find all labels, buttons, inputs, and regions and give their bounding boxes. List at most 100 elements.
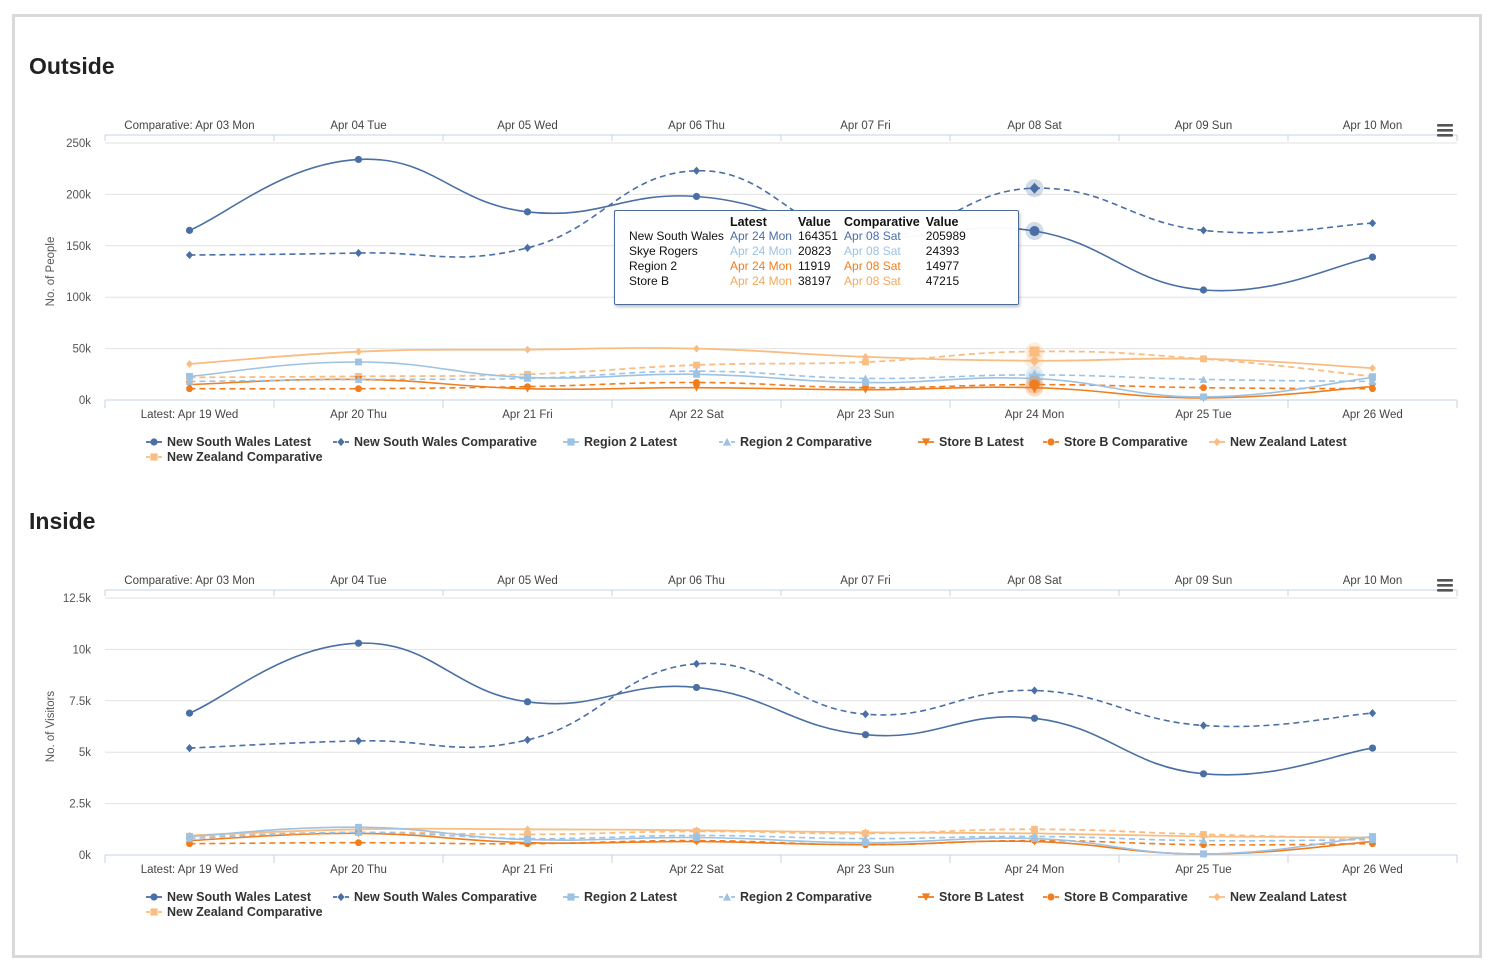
legend-marker (150, 908, 158, 916)
report-frame (12, 14, 1482, 958)
data-point (692, 683, 701, 692)
tooltip-latest-date: Apr 24 Mon (729, 244, 792, 258)
series-line (189, 347, 1373, 369)
data-point (1200, 384, 1207, 392)
legend-label: Region 2 Latest (584, 435, 678, 449)
legend-item[interactable]: Store B Latest (918, 890, 1025, 904)
tooltip-latest-value: 11919 (797, 259, 831, 273)
menu-bar (1437, 589, 1453, 592)
series-line (189, 381, 1373, 390)
inside-chart[interactable]: 0k 2.5k 5k 7.5k 10k 12.5k No. of Visitors Compa… (0, 455, 1495, 935)
y-tick-label: 12.5k (63, 593, 91, 605)
tooltip-series-name: Store B (629, 274, 670, 288)
series-line (189, 827, 1373, 839)
data-point (1200, 354, 1207, 363)
data-point (185, 226, 194, 234)
menu-bar (1437, 124, 1453, 127)
series-line (189, 361, 1373, 398)
menu-bar (1437, 129, 1453, 132)
data-point (693, 370, 700, 378)
legend-item[interactable]: Region 2 Comparative (719, 890, 872, 904)
legend-item[interactable]: New Zealand Latest (1209, 435, 1348, 449)
data-point (524, 345, 531, 354)
legend-item[interactable]: Region 2 Latest (563, 890, 678, 904)
data-point (692, 166, 701, 175)
legend-item[interactable]: New Zealand Comparative (146, 905, 323, 919)
series-line (189, 662, 1373, 749)
legend-marker (1213, 892, 1221, 902)
chart-menu-icon[interactable] (1437, 124, 1453, 137)
x-top-tick-label: Apr 08 Sat (1007, 575, 1062, 587)
legend-marker (150, 453, 158, 461)
menu-bar (1437, 579, 1453, 582)
series-region-2-latest (186, 358, 1376, 401)
legend-item[interactable]: Store B Comparative (1043, 890, 1188, 904)
data-point (1199, 226, 1208, 235)
data-point (355, 358, 362, 366)
data-point (693, 361, 700, 369)
x-bottom-tick-label: Apr 26 Wed (1342, 409, 1403, 421)
x-top-tick-label: Comparative: Apr 03 Mon (124, 575, 254, 587)
legend-marker (150, 893, 158, 901)
data-point (523, 735, 532, 744)
x-top-tick-label: Apr 04 Tue (330, 575, 386, 587)
data-point (355, 347, 362, 356)
tooltip-row: Store B Apr 24 Mon 38197 Apr 08 Sat 4721… (629, 274, 972, 289)
chart-menu-icon[interactable] (1437, 579, 1453, 592)
data-point (1369, 833, 1376, 840)
hover-point (1029, 369, 1040, 380)
legend-item[interactable]: New Zealand Comparative (146, 450, 323, 464)
legend-item[interactable]: New South Wales Latest (146, 890, 312, 904)
legend-marker (567, 893, 575, 901)
data-point (185, 377, 194, 385)
tooltip-row: New South Wales Apr 24 Mon 164351 Apr 08… (629, 229, 972, 244)
legend-item[interactable]: New South Wales Comparative (333, 890, 537, 904)
tooltip-comparative-value: 24393 (925, 244, 960, 258)
data-point (354, 248, 363, 258)
y-tick-label: 0k (79, 850, 91, 862)
legend-item[interactable]: Region 2 Comparative (719, 435, 872, 449)
legend-label: Store B Comparative (1064, 890, 1188, 904)
data-point (523, 208, 532, 216)
legend-label: Store B Latest (939, 890, 1025, 904)
data-point (523, 243, 532, 252)
hover-point (1029, 182, 1040, 194)
y-tick-label: 50k (72, 344, 91, 356)
legend-item[interactable]: Store B Latest (918, 435, 1025, 449)
legend-item[interactable]: New South Wales Latest (146, 435, 312, 449)
legend-item[interactable]: Region 2 Latest (563, 435, 678, 449)
legend-label: New Zealand Latest (1230, 435, 1348, 449)
x-top-tick-label: Apr 09 Sun (1175, 120, 1233, 132)
y-tick-label: 150k (66, 241, 91, 253)
y-tick-label: 200k (66, 189, 91, 201)
y-tick-label: 250k (66, 138, 91, 150)
x-bottom-tick-label: Apr 22 Sat (669, 409, 724, 421)
chart-tooltip: Latest Value Comparative Value New South… (614, 210, 1019, 305)
legend-marker (722, 892, 732, 901)
legend-label: New South Wales Latest (167, 890, 312, 904)
data-point (1031, 835, 1038, 842)
data-point (186, 372, 193, 380)
legend-label: New Zealand Comparative (167, 905, 323, 919)
y-tick-label: 100k (66, 292, 91, 304)
x-bottom-tick-label: Apr 20 Thu (330, 409, 387, 421)
data-point (524, 373, 531, 381)
data-point (185, 250, 194, 260)
series-line (189, 642, 1373, 776)
legend-label: Store B Comparative (1064, 435, 1188, 449)
legend-item[interactable]: New South Wales Comparative (333, 435, 537, 449)
data-point (524, 831, 531, 838)
legend-label: New Zealand Comparative (167, 450, 323, 464)
legend-item[interactable]: New Zealand Latest (1209, 890, 1348, 904)
legend-item[interactable]: Store B Comparative (1043, 435, 1188, 449)
x-bottom-tick-label: Latest: Apr 19 Wed (141, 409, 239, 421)
data-point (1200, 850, 1207, 858)
data-point (355, 385, 362, 393)
y-tick-label: 10k (72, 644, 91, 656)
tooltip-comparative-date: Apr 08 Sat (844, 274, 901, 288)
hover-point (1029, 355, 1040, 367)
x-top-tick-label: Apr 07 Fri (840, 120, 891, 132)
data-point (1368, 744, 1377, 752)
x-top-tick-label: Apr 10 Mon (1343, 120, 1402, 132)
data-point (861, 386, 870, 394)
